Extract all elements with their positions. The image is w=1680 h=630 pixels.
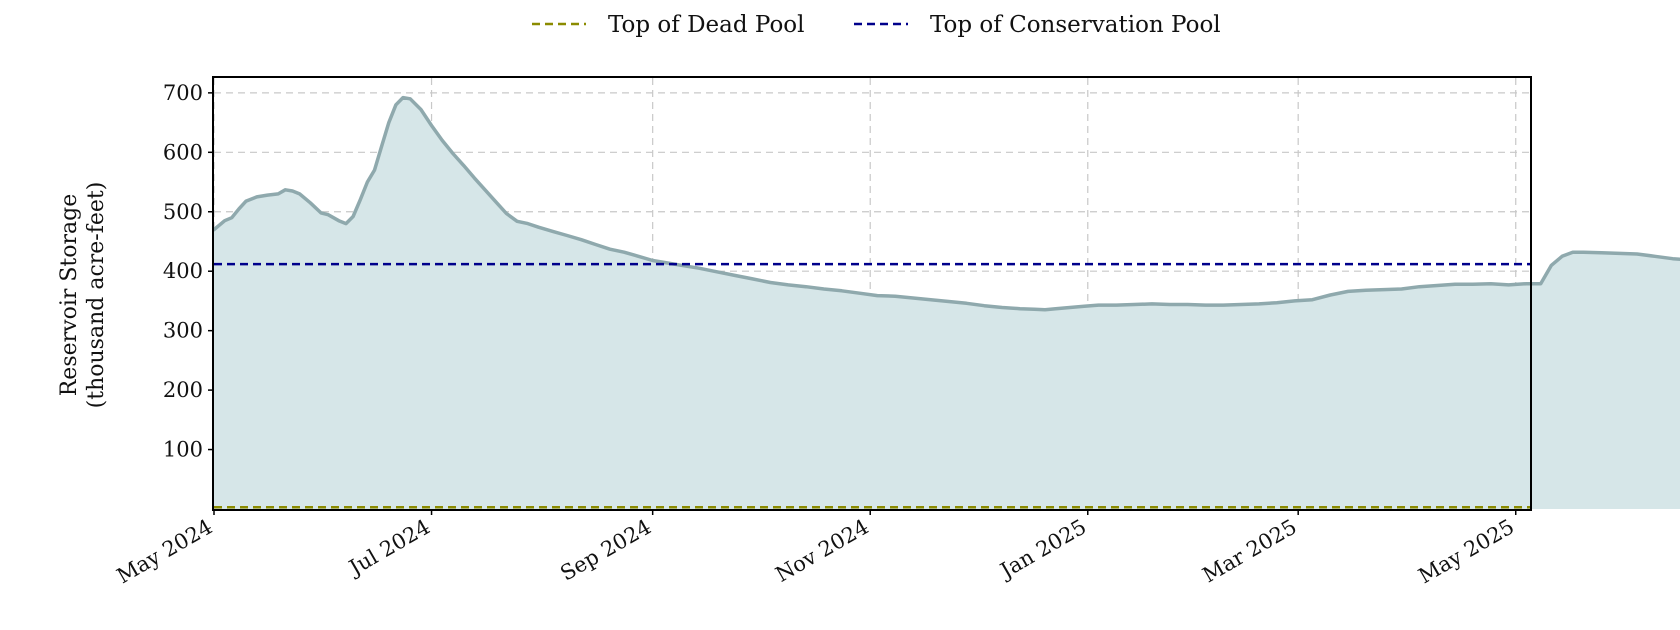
legend-label-conservation-pool: Top of Conservation Pool xyxy=(930,12,1221,38)
y-axis-ticks: 100 200 300 400 500 600 700 xyxy=(163,81,214,462)
y-axis-title: Reservoir Storage (thousand acre-feet) xyxy=(57,182,109,409)
reference-lines xyxy=(214,262,1530,509)
y-tick-label: 400 xyxy=(163,259,203,283)
x-tick-label: May 2025 xyxy=(1414,515,1518,589)
x-tick-label: Jan 2025 xyxy=(995,515,1091,584)
x-axis-ticks: May 2024 Jul 2024 Sep 2024 Nov 2024 Jan 2025… xyxy=(113,509,1518,589)
storage-area-fill xyxy=(214,97,1680,509)
y-tick-label: 600 xyxy=(163,140,203,164)
x-tick-label: Nov 2024 xyxy=(772,515,873,587)
plot-frame xyxy=(212,76,1532,511)
x-tick-label: Mar 2025 xyxy=(1198,515,1300,588)
y-tick-label: 300 xyxy=(163,319,203,343)
y-tick-label: 700 xyxy=(163,81,203,105)
y-tick-label: 200 xyxy=(163,378,203,402)
legend: Top of Dead Pool Top of Conservation Poo… xyxy=(532,12,1221,38)
y-axis-title-line-2: (thousand acre-feet) xyxy=(84,182,109,409)
storage-area-layer xyxy=(212,95,1680,509)
x-tick-label: Jul 2024 xyxy=(343,515,434,581)
legend-label-dead-pool: Top of Dead Pool xyxy=(608,12,805,38)
storage-line xyxy=(212,95,1680,312)
x-tick-label: Sep 2024 xyxy=(556,515,655,586)
y-tick-label: 500 xyxy=(163,200,203,224)
x-tick-label: May 2024 xyxy=(113,515,217,589)
y-axis-title-line-1: Reservoir Storage xyxy=(57,194,82,397)
y-tick-label: 100 xyxy=(163,438,203,462)
